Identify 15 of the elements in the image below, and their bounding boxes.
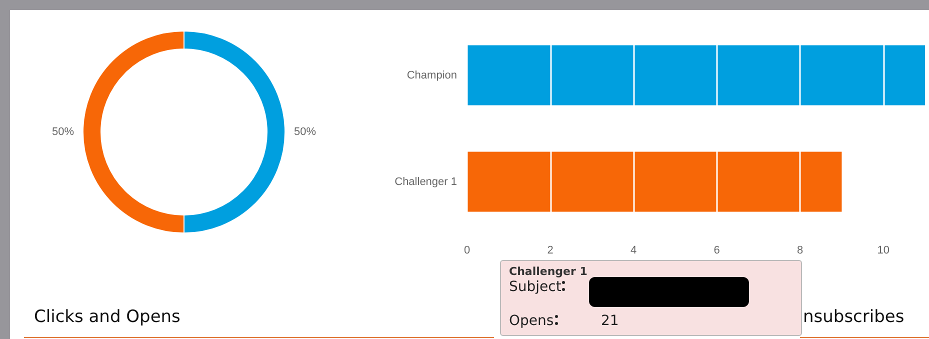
data-label: 21 (601, 313, 619, 329)
text: Clicks and Opens (34, 307, 180, 327)
x-tick-label: 4 (630, 244, 637, 256)
data-label: 50% (52, 126, 74, 138)
category-label: Opens (509, 313, 555, 329)
y-tick-label: Champion (406, 69, 457, 82)
category-label: Subject (509, 279, 562, 295)
text: nsubscribes (803, 307, 904, 327)
x-tick-label: 2 (547, 244, 554, 256)
data-label: 50% (294, 126, 316, 138)
x-tick-label: 10 (877, 244, 890, 256)
x-tick-label: 6 (714, 244, 720, 256)
x-tick-label: 0 (464, 244, 470, 256)
text: Challenger 1 (509, 265, 588, 278)
x-tick-label: 8 (797, 244, 804, 256)
